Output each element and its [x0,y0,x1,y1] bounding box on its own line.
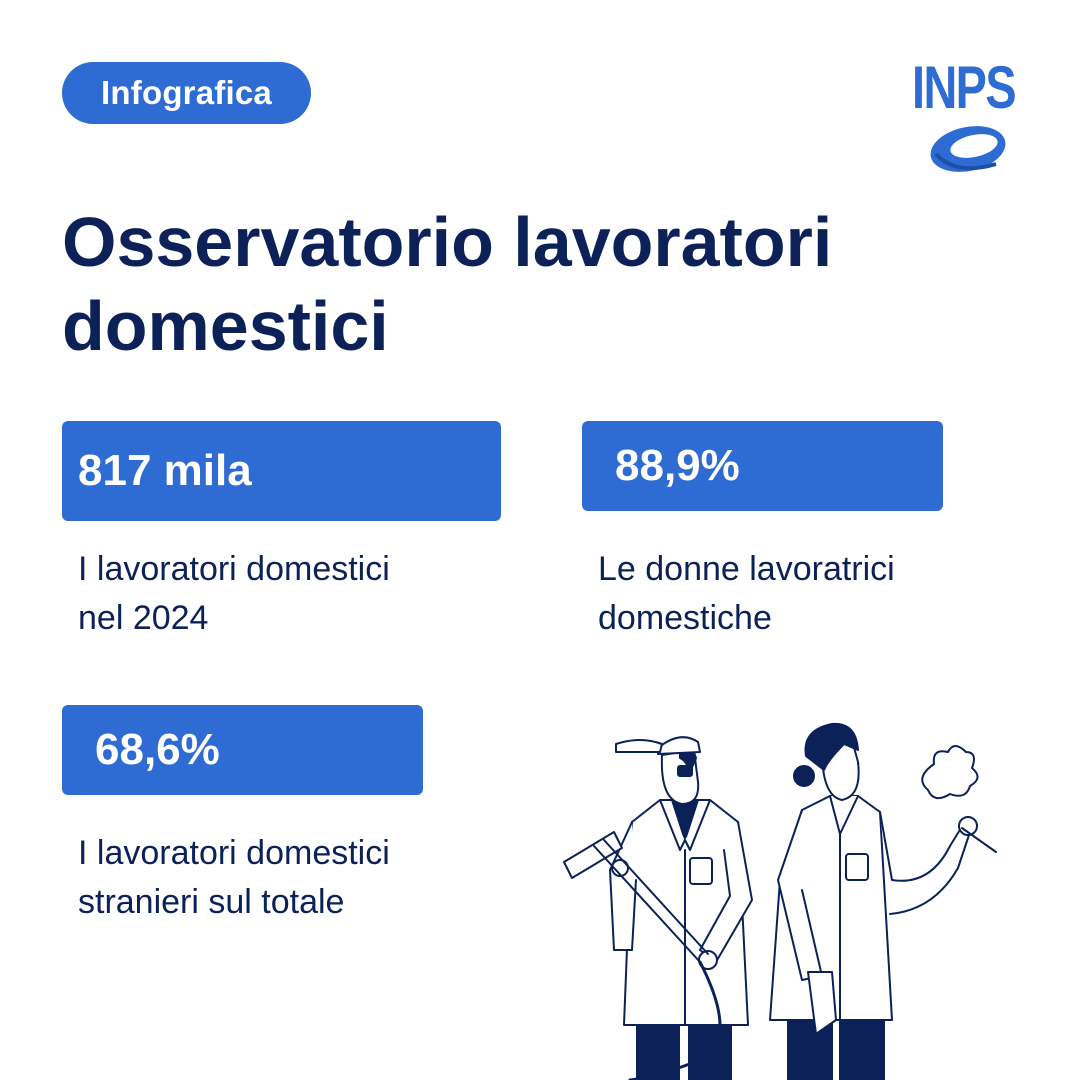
desc-line: stranieri sul totale [78,883,345,921]
desc-line: domestiche [598,599,772,637]
desc-line: I lavoratori domestici [78,550,390,588]
stat-women-value: 88,9% [582,421,943,511]
logo-ring-icon [930,126,1006,172]
title-line-1: Osservatorio lavoratori [62,203,833,281]
stat-workers-value: 817 mila [62,421,501,521]
page-title: Osservatorio lavoratori domestici [62,200,942,368]
stat-foreign-value: 68,6% [62,705,423,795]
logo-text: INPS [912,54,1017,121]
desc-line: I lavoratori domestici [78,834,390,872]
title-line-2: domestici [62,287,389,365]
desc-line: Le donne lavoratrici [598,550,895,588]
stat-workers-description: I lavoratori domestici nel 2024 [78,545,498,643]
stat-women-description: Le donne lavoratrici domestiche [598,545,1018,643]
infografica-badge: Infografica [62,62,311,124]
desc-line: nel 2024 [78,599,209,637]
inps-logo: INPS [912,58,1024,182]
stat-foreign-description: I lavoratori domestici stranieri sul tot… [78,829,498,927]
domestic-workers-illustration [563,722,997,1080]
